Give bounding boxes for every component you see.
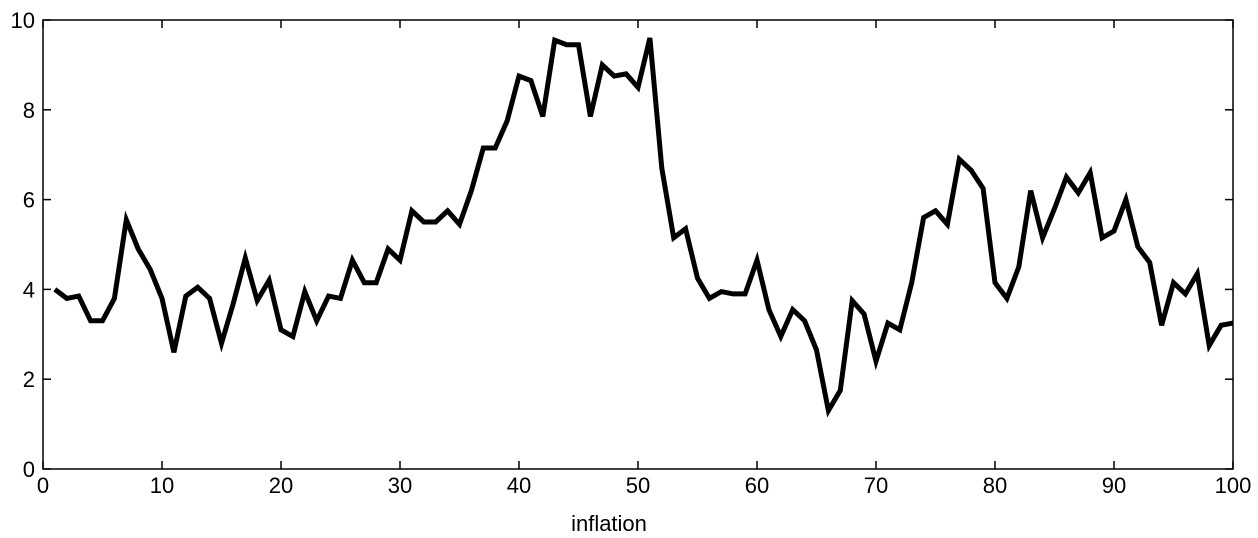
- x-tick-label: 80: [983, 473, 1007, 498]
- y-tick-label: 10: [11, 8, 35, 33]
- x-tick-label: 0: [37, 473, 49, 498]
- x-tick-label: 20: [269, 473, 293, 498]
- x-axis-title: inflation: [571, 511, 647, 536]
- x-tick-label: 60: [745, 473, 769, 498]
- x-tick-label: 40: [507, 473, 531, 498]
- tick-labels: 0 10 20 30 40 50 60 70 80 90 100 0 2 4 6 8 10: [11, 8, 1252, 498]
- x-tick-label: 90: [1102, 473, 1126, 498]
- axis-ticks: [42, 19, 1234, 470]
- x-tick-label: 100: [1215, 473, 1252, 498]
- series-line: [53, 36, 1234, 418]
- y-tick-label: 6: [23, 188, 35, 213]
- y-tick-label: 0: [23, 457, 35, 482]
- x-tick-label: 70: [864, 473, 888, 498]
- x-tick-label: 10: [150, 473, 174, 498]
- x-tick-label: 50: [626, 473, 650, 498]
- y-tick-label: 4: [23, 277, 35, 302]
- x-tick-label: 30: [388, 473, 412, 498]
- y-tick-label: 8: [23, 98, 35, 123]
- y-tick-label: 2: [23, 367, 35, 392]
